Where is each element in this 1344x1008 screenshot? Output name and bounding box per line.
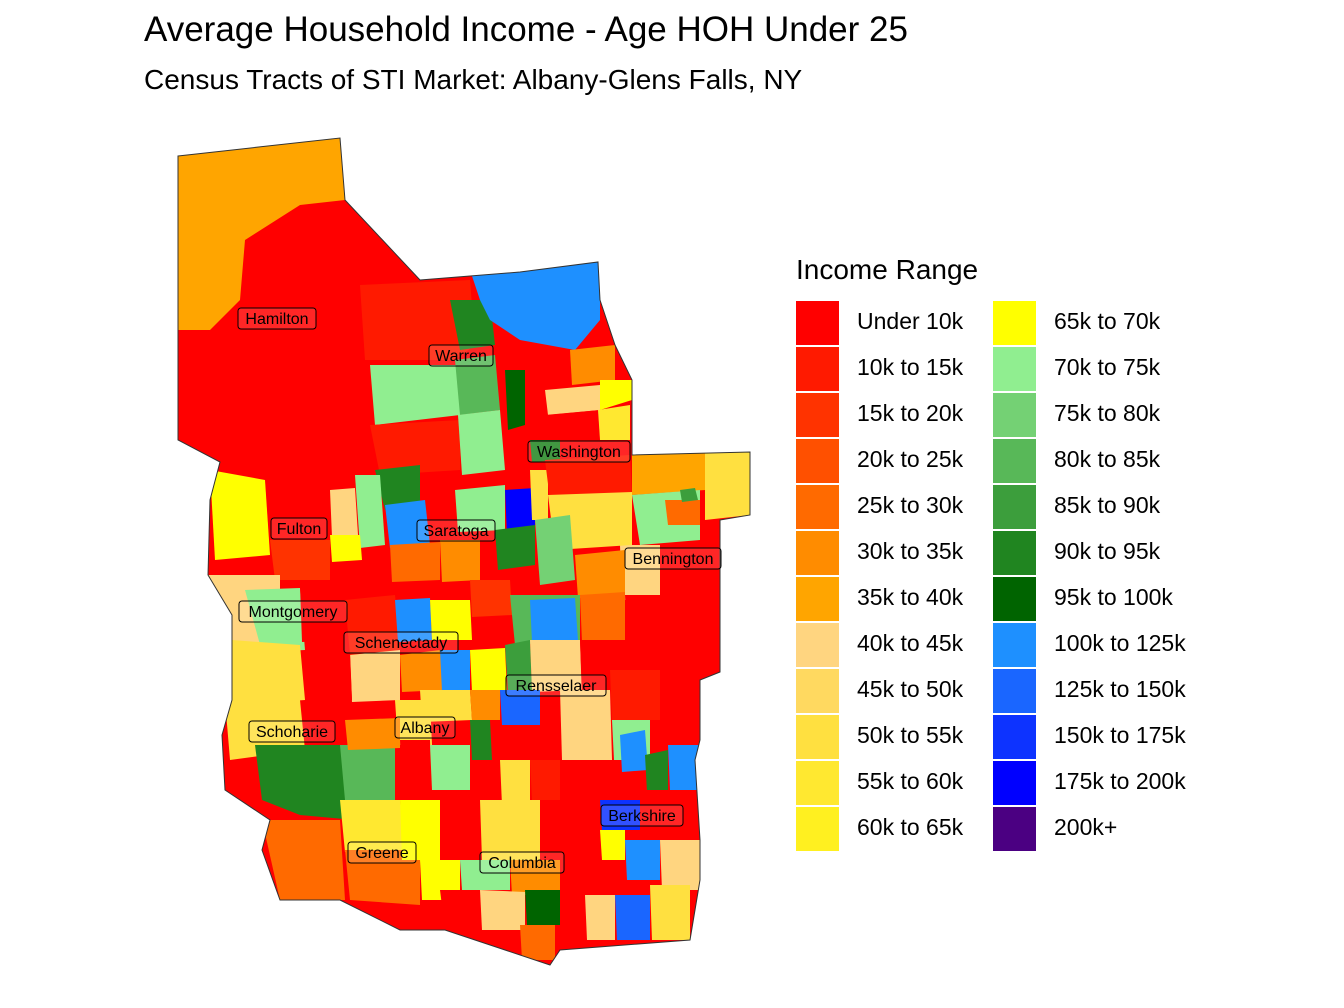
svg-text:Columbia: Columbia	[488, 855, 556, 872]
legend-swatch	[796, 485, 839, 529]
legend-label: 15k to 20k	[857, 400, 964, 426]
legend-swatch	[796, 669, 839, 713]
county-label-warren: Warren	[428, 344, 494, 367]
county-label-columbia: Columbia	[479, 851, 565, 874]
legend-label: 100k to 125k	[1054, 630, 1186, 656]
legend-label: 70k to 75k	[1054, 354, 1161, 380]
legend-label: 35k to 40k	[857, 584, 964, 610]
legend-label: 55k to 60k	[857, 768, 964, 794]
svg-text:Rensselaer: Rensselaer	[516, 678, 598, 695]
legend-swatch	[993, 393, 1036, 437]
county-label-bennington: Bennington	[624, 547, 722, 570]
legend-label: 10k to 15k	[857, 354, 964, 380]
legend-label: 80k to 85k	[1054, 446, 1161, 472]
county-label-schenectady: Schenectady	[343, 631, 459, 654]
svg-text:Warren: Warren	[435, 348, 487, 365]
legend-title: Income Range	[796, 254, 979, 285]
legend-label: 30k to 35k	[857, 538, 964, 564]
legend-label: 75k to 80k	[1054, 400, 1161, 426]
legend-label: 40k to 45k	[857, 630, 964, 656]
legend-swatch	[796, 761, 839, 805]
county-label-montgomery: Montgomery	[238, 600, 348, 623]
svg-text:Hamilton: Hamilton	[245, 311, 308, 328]
svg-text:Montgomery: Montgomery	[249, 604, 338, 621]
legend-swatch	[796, 439, 839, 483]
svg-text:Greene: Greene	[355, 845, 408, 862]
legend-swatch	[993, 301, 1036, 345]
svg-text:Albany: Albany	[401, 720, 450, 737]
county-label-berkshire: Berkshire	[600, 804, 684, 827]
legend-swatch	[796, 301, 839, 345]
legend-swatch	[993, 577, 1036, 621]
legend-label: 150k to 175k	[1054, 722, 1186, 748]
legend-swatch	[993, 715, 1036, 759]
svg-text:Berkshire: Berkshire	[608, 808, 676, 825]
legend-label: 90k to 95k	[1054, 538, 1161, 564]
legend-label: 45k to 50k	[857, 676, 964, 702]
legend-swatch	[993, 347, 1036, 391]
svg-text:Fulton: Fulton	[277, 521, 321, 538]
legend-swatch	[993, 669, 1036, 713]
legend-label: 85k to 90k	[1054, 492, 1161, 518]
legend-swatch	[796, 531, 839, 575]
county-label-hamilton: Hamilton	[237, 307, 317, 330]
map-title: Average Household Income - Age HOH Under…	[144, 10, 908, 49]
svg-text:Schoharie: Schoharie	[256, 724, 328, 741]
legend-swatch	[993, 531, 1036, 575]
legend-label: 200k+	[1054, 814, 1118, 840]
region-outline	[177, 137, 751, 966]
map-subtitle: Census Tracts of STI Market: Albany-Glen…	[144, 64, 803, 95]
legend-label: 25k to 30k	[857, 492, 964, 518]
legend-swatch	[796, 715, 839, 759]
legend-swatch	[796, 807, 839, 851]
legend-label: 125k to 150k	[1054, 676, 1186, 702]
legend-swatch	[993, 485, 1036, 529]
tracts-layer	[178, 138, 750, 965]
county-label-schoharie: Schoharie	[248, 720, 336, 743]
svg-text:Bennington: Bennington	[633, 551, 714, 568]
legend-label: 95k to 100k	[1054, 584, 1173, 610]
legend-label: Under 10k	[857, 308, 964, 334]
legend-label: 65k to 70k	[1054, 308, 1161, 334]
svg-text:Saratoga: Saratoga	[424, 523, 489, 540]
county-label-saratoga: Saratoga	[416, 519, 496, 542]
legend-label: 175k to 200k	[1054, 768, 1186, 794]
legend-swatch	[993, 439, 1036, 483]
county-label-rensselaer: Rensselaer	[505, 674, 607, 697]
legend-swatch	[993, 761, 1036, 805]
legend-swatch	[993, 807, 1036, 851]
legend-swatch	[796, 577, 839, 621]
legend-swatch	[796, 393, 839, 437]
svg-text:Schenectady: Schenectady	[355, 635, 448, 652]
county-label-albany: Albany	[394, 716, 456, 739]
legend-swatch	[993, 623, 1036, 667]
county-label-greene: Greene	[347, 841, 417, 864]
legend-label: 60k to 65k	[857, 814, 964, 840]
svg-text:Washington: Washington	[537, 444, 621, 461]
county-label-washington: Washington	[527, 440, 631, 463]
legend-swatch	[796, 347, 839, 391]
legend-swatch	[796, 623, 839, 667]
legend-label: 20k to 25k	[857, 446, 964, 472]
county-label-fulton: Fulton	[270, 517, 328, 540]
legend-label: 50k to 55k	[857, 722, 964, 748]
